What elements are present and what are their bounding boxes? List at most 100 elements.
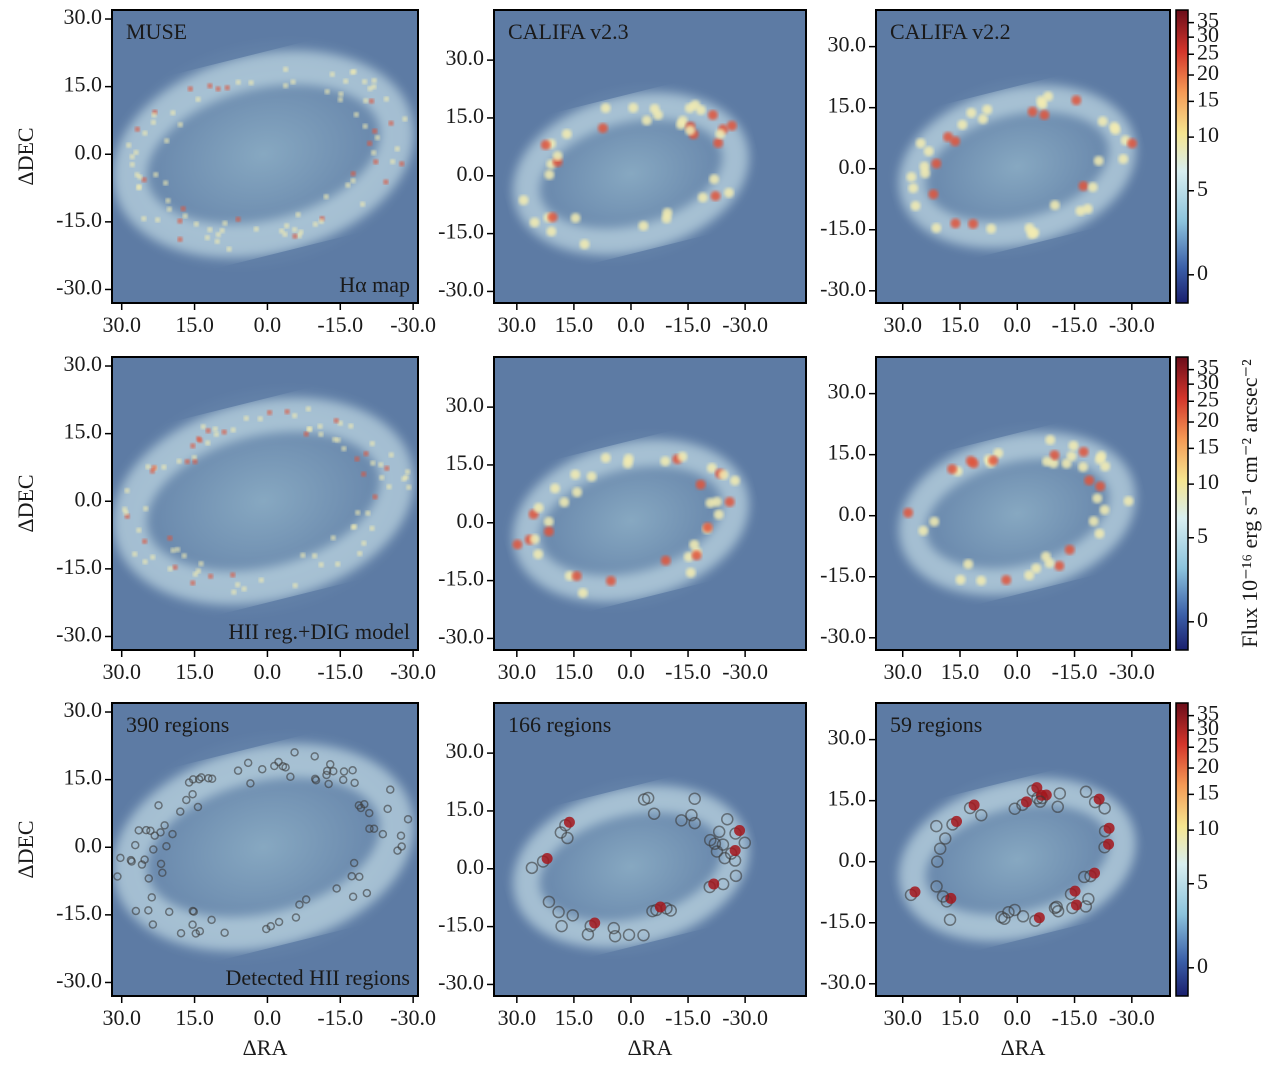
emission-knot <box>190 580 196 586</box>
emission-knot <box>968 218 979 229</box>
emission-knot <box>723 187 734 198</box>
region-outline <box>182 795 191 805</box>
emission-knot <box>705 497 716 508</box>
emission-knot <box>1110 124 1121 135</box>
x-tick-label: 30.0 <box>102 312 141 337</box>
emission-knot <box>213 431 219 437</box>
panel-title: 59 regions <box>890 712 982 737</box>
y-tick-label: 15.0 <box>64 419 103 444</box>
emission-knot <box>371 78 377 84</box>
region-outline <box>1079 785 1093 799</box>
emission-knot <box>161 464 167 470</box>
region-dot <box>945 892 957 904</box>
emission-knot <box>561 129 572 140</box>
emission-knot <box>170 547 176 553</box>
emission-knot <box>360 201 366 207</box>
emission-knot <box>605 575 616 586</box>
x-tick-label: -30.0 <box>1109 312 1155 337</box>
region-outline <box>975 809 988 822</box>
emission-knot <box>649 103 660 114</box>
colorbar-tick-label: 20 <box>1197 60 1219 85</box>
galaxy-ring <box>513 439 749 602</box>
panel-title: 166 regions <box>508 712 611 737</box>
y-tick-label: -15.0 <box>56 900 102 925</box>
emission-knot <box>570 469 581 480</box>
emission-knot <box>357 551 363 557</box>
region-outline <box>348 892 358 901</box>
region-outline <box>1053 787 1067 800</box>
region-outline <box>113 872 122 881</box>
region-outline <box>566 909 579 922</box>
y-tick-label: -15.0 <box>56 554 102 579</box>
region-outline <box>324 779 333 789</box>
region-outline <box>168 829 177 839</box>
emission-knot <box>597 123 608 134</box>
colorbar-tick-label: 10 <box>1197 469 1219 494</box>
emission-knot <box>386 484 392 490</box>
emission-knot <box>230 572 236 578</box>
emission-knot <box>348 423 354 429</box>
y-tick-label: 30.0 <box>828 379 867 404</box>
y-tick-label: -15.0 <box>820 215 866 240</box>
emission-knot <box>134 126 140 132</box>
emission-knot <box>1064 544 1075 555</box>
emission-knot <box>600 452 611 463</box>
region-outline <box>291 913 301 922</box>
region-outline <box>220 928 229 937</box>
x-tick-label: -30.0 <box>722 659 768 684</box>
emission-knot <box>1001 574 1012 585</box>
region-outline <box>188 906 198 916</box>
y-tick-label: 15.0 <box>828 440 867 465</box>
image <box>876 703 1170 996</box>
emission-knot <box>184 459 190 465</box>
region-outline <box>154 801 163 810</box>
emission-knot <box>134 172 140 178</box>
region-outline <box>712 825 726 839</box>
emission-knot <box>662 207 673 218</box>
emission-knot <box>150 119 156 125</box>
emission-knot <box>695 479 706 490</box>
emission-knot <box>180 206 186 212</box>
colorbar-tick-label: 10 <box>1197 122 1219 147</box>
region-outline <box>137 860 147 869</box>
emission-knot <box>1036 95 1047 106</box>
emission-knot <box>379 475 385 481</box>
emission-knot <box>307 426 313 432</box>
region-outline <box>1002 905 1015 919</box>
y-tick-label: -30.0 <box>56 622 102 647</box>
emission-knot <box>374 135 380 141</box>
emission-knot <box>1084 475 1095 486</box>
emission-knot <box>207 83 213 89</box>
emission-knot <box>300 552 306 558</box>
emission-knot <box>1082 203 1093 214</box>
galaxy-ring <box>513 785 749 948</box>
emission-knot <box>363 451 369 457</box>
region-outline <box>931 855 944 868</box>
region-dot <box>1033 912 1045 924</box>
colorbar-tick-label: 5 <box>1197 869 1208 894</box>
emission-knot <box>369 98 375 104</box>
emission-knot <box>341 446 347 452</box>
emission-knot <box>1123 496 1134 507</box>
emission-knot <box>906 171 917 182</box>
region-outline <box>278 762 288 771</box>
x-tick-label: 30.0 <box>883 312 922 337</box>
region-outline <box>647 807 661 820</box>
emission-knot <box>947 464 958 475</box>
emission-knot <box>1078 181 1089 192</box>
y-tick-label: 30.0 <box>828 32 867 57</box>
emission-knot <box>177 122 183 128</box>
x-tick-label: 0.0 <box>1004 312 1032 337</box>
emission-knot <box>993 448 1004 459</box>
x-tick-label: -15.0 <box>665 1005 711 1030</box>
emission-knot <box>318 562 324 568</box>
emission-knot <box>133 149 139 155</box>
emission-knot <box>384 465 390 471</box>
y-tick-label: 0.0 <box>75 139 103 164</box>
emission-knot <box>371 150 377 156</box>
panel-annotation: HII reg.+DIG model <box>228 619 410 644</box>
region-outline <box>332 884 341 893</box>
y-tick-label: 30.0 <box>446 392 485 417</box>
region-dot <box>729 845 741 857</box>
emission-knot <box>350 178 356 184</box>
